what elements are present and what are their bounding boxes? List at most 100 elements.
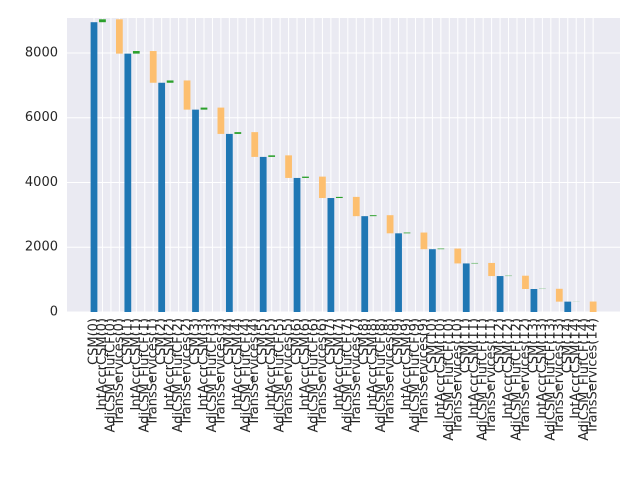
- bar: [251, 132, 259, 157]
- x-tick-label: AdjCSM_FlufCF(6): [306, 318, 321, 432]
- x-tick-label: AdjCSM_FlufCF(9): [408, 318, 423, 432]
- x-tick-label: IntAccrCSM(6): [298, 318, 313, 410]
- x-tick-label: IntAccrCSM(14): [569, 318, 584, 419]
- x-tick-label: CSM(5): [256, 318, 271, 365]
- bar: [530, 289, 538, 312]
- x-tick-label: IntAccrCSM(12): [501, 318, 516, 419]
- x-tick-label: AdjCSM_FlufCF(2): [171, 318, 186, 432]
- x-tick-label: CSM(6): [290, 318, 305, 365]
- x-tick-label: TransServices(2): [180, 318, 195, 427]
- bar: [454, 248, 462, 264]
- bar: [496, 276, 504, 312]
- bar: [420, 232, 428, 250]
- bar: [589, 301, 597, 312]
- x-tick-label: CSM(0): [87, 318, 102, 365]
- x-tick-label: CSM(13): [526, 318, 541, 373]
- bar: [234, 132, 242, 134]
- x-tick-label: CSM(12): [493, 318, 508, 373]
- x-tick-label: TransServices(13): [552, 318, 567, 435]
- bar: [522, 275, 529, 290]
- bar: [259, 156, 267, 312]
- bar: [115, 19, 123, 54]
- x-tick-label: TransServices(14): [586, 318, 601, 435]
- bar: [302, 176, 309, 178]
- bar: [90, 22, 98, 312]
- x-tick-label: AdjCSM_FlufCF(1): [137, 318, 152, 432]
- x-tick-label: TransServices(1): [146, 318, 161, 427]
- x-tick-label: CSM(7): [323, 318, 338, 365]
- bar: [285, 155, 292, 178]
- bar: [99, 19, 106, 23]
- x-tick-label: TransServices(3): [213, 318, 228, 427]
- x-tick-label: CSM(3): [188, 318, 203, 365]
- bar: [395, 233, 402, 312]
- x-tick-label: CSM(2): [154, 318, 169, 365]
- bar: [293, 177, 301, 312]
- x-tick-label: AdjCSM_FlufCF(8): [374, 318, 389, 432]
- x-tick-label: CSM(1): [120, 318, 135, 365]
- x-tick-label: TransServices(4): [247, 318, 262, 427]
- bar: [132, 51, 140, 54]
- x-tick-label: IntAccrCSM(5): [264, 318, 279, 410]
- x-tick-label: TransServices(0): [112, 318, 127, 427]
- y-tick-label: 0: [50, 305, 58, 320]
- bar: [124, 53, 132, 313]
- bar: [429, 249, 436, 312]
- x-tick-label: TransServices(5): [281, 318, 296, 427]
- bar: [200, 107, 208, 110]
- x-tick-label: IntAccrCSM(10): [433, 318, 448, 419]
- bar: [335, 196, 343, 199]
- x-tick-label: AdjCSM_FlufCF(10): [442, 318, 457, 441]
- x-tick-label: TransServices(6): [315, 318, 330, 427]
- bar: [462, 263, 470, 312]
- bar: [403, 232, 411, 234]
- x-tick-label: AdjCSM_FlufCF(4): [239, 318, 254, 432]
- x-tick-label: AdjCSM_FlufCF(3): [205, 318, 220, 432]
- bar: [369, 215, 377, 217]
- bar: [158, 82, 166, 312]
- bar: [437, 248, 445, 250]
- x-tick-label: IntAccrCSM(8): [366, 318, 381, 410]
- bar: [319, 176, 326, 199]
- x-tick-label: IntAccrCSM(0): [95, 318, 110, 410]
- x-tick-label: TransServices(9): [416, 318, 431, 427]
- y-tick-label: 2000: [25, 240, 58, 255]
- bar: [327, 198, 335, 312]
- bar: [555, 288, 563, 302]
- bar: [488, 262, 496, 277]
- x-tick-label: CSM(11): [459, 318, 474, 373]
- x-tick-label: IntAccrCSM(11): [467, 318, 482, 419]
- x-tick-label: CSM(14): [560, 318, 575, 373]
- bar: [166, 80, 174, 83]
- x-tick-label: IntAccrCSM(2): [163, 318, 178, 410]
- x-tick-label: AdjCSM_FlufCF(14): [577, 318, 592, 441]
- x-tick-label: TransServices(7): [349, 318, 364, 427]
- bar: [361, 216, 369, 312]
- x-tick-label: CSM(8): [357, 318, 372, 365]
- bar: [217, 107, 225, 134]
- x-tick-label: AdjCSM_FlufCF(12): [510, 318, 525, 441]
- x-tick-label: AdjCSM_FlufCF(11): [476, 318, 491, 441]
- x-tick-label: TransServices(11): [484, 318, 499, 435]
- bar: [352, 196, 360, 217]
- bar: [564, 301, 572, 312]
- y-tick-label: 4000: [25, 175, 58, 190]
- x-tick-label: IntAccrCSM(13): [535, 318, 550, 419]
- x-tick-label: AdjCSM_FlufCF(0): [103, 318, 118, 432]
- bar: [225, 133, 233, 312]
- x-tick-label: IntAccrCSM(9): [400, 318, 415, 410]
- bar: [149, 51, 157, 83]
- x-tick-label: TransServices(8): [383, 318, 398, 427]
- y-tick-label: 6000: [25, 110, 58, 125]
- x-tick-label: CSM(9): [391, 318, 406, 365]
- x-tick-label: AdjCSM_FlufCF(7): [340, 318, 355, 432]
- x-tick-label: TransServices(12): [518, 318, 533, 435]
- bar: [268, 155, 276, 157]
- bar: [183, 80, 191, 110]
- x-tick-label: IntAccrCSM(3): [196, 318, 211, 410]
- x-tick-label: IntAccrCSM(1): [129, 318, 144, 410]
- x-tick-label: AdjCSM_FlufCF(13): [543, 318, 558, 441]
- x-tick-label: AdjCSM_FlufCF(5): [273, 318, 288, 432]
- x-tick-label: CSM(10): [425, 318, 440, 373]
